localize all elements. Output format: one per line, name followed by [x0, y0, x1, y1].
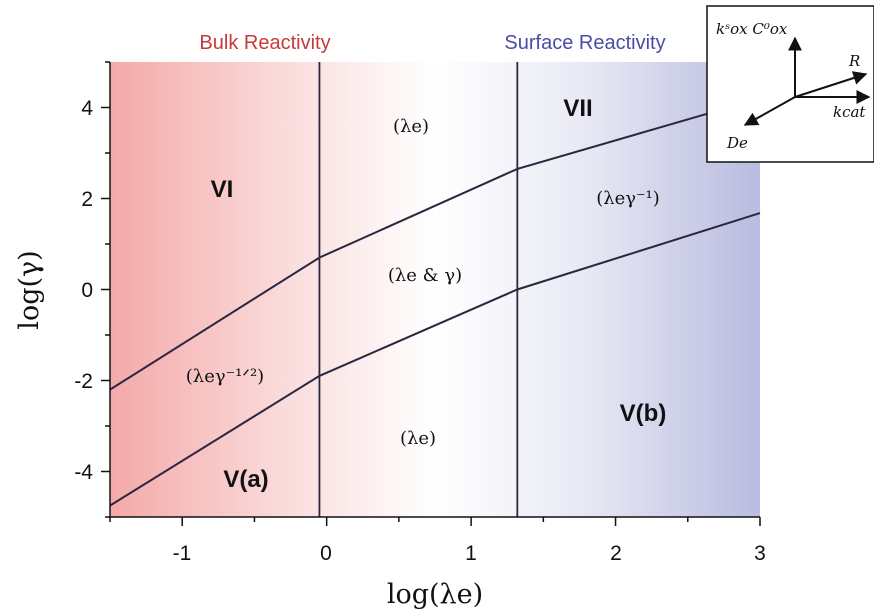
lambda-bottom-label: (λe): [400, 428, 436, 449]
inset-axes-diagram: kˢox C⁰ox R kcat De: [706, 5, 874, 163]
y-axis-title: log(γ): [14, 250, 45, 329]
inset-top-label: kˢox C⁰ox: [716, 20, 788, 38]
y-tick-label: 2: [81, 188, 93, 211]
x-tick-label: 2: [610, 542, 622, 565]
plot-background: [110, 62, 760, 517]
lambda-gamma-half-label: (λeγ⁻¹ᐟ²): [186, 366, 264, 387]
x-axis-title: log(λe): [387, 579, 483, 610]
inset-arrow-r: [794, 71, 868, 98]
x-tick-label: 0: [320, 542, 332, 565]
x-tick-label: 3: [754, 542, 766, 565]
surface-reactivity-label: Surface Reactivity: [504, 32, 665, 54]
y-tick-label: -4: [74, 461, 93, 484]
boundary-line-2: [109, 212, 761, 507]
inset-de-label: De: [726, 134, 748, 152]
region-vii-label: VII: [563, 95, 592, 122]
region-vb-label: V(b): [620, 400, 667, 427]
region-vi-label: VI: [211, 176, 234, 203]
y-tick-label: -2: [74, 370, 93, 393]
boundary-lines: [109, 62, 761, 517]
lambda-top-label: (λe): [393, 116, 429, 137]
x-tick-label: 1: [465, 542, 477, 565]
inset-arrow-de: [743, 96, 796, 126]
inset-r-label: R: [848, 52, 860, 70]
region-va-label: V(a): [223, 466, 268, 493]
lambda-and-gamma-label: (λe & γ): [388, 265, 462, 286]
bulk-reactivity-label: Bulk Reactivity: [199, 32, 330, 54]
lambda-gamma-inverse-label: (λeγ⁻¹): [596, 188, 660, 209]
axis-ticks: [101, 61, 761, 526]
inset-kcat-label: kcat: [833, 103, 866, 121]
inset-frame: [706, 5, 874, 163]
x-tick-label: -1: [173, 542, 192, 565]
y-tick-label: 4: [81, 97, 93, 120]
boundary-line-1: [109, 97, 761, 391]
y-tick-label: 0: [81, 279, 93, 302]
